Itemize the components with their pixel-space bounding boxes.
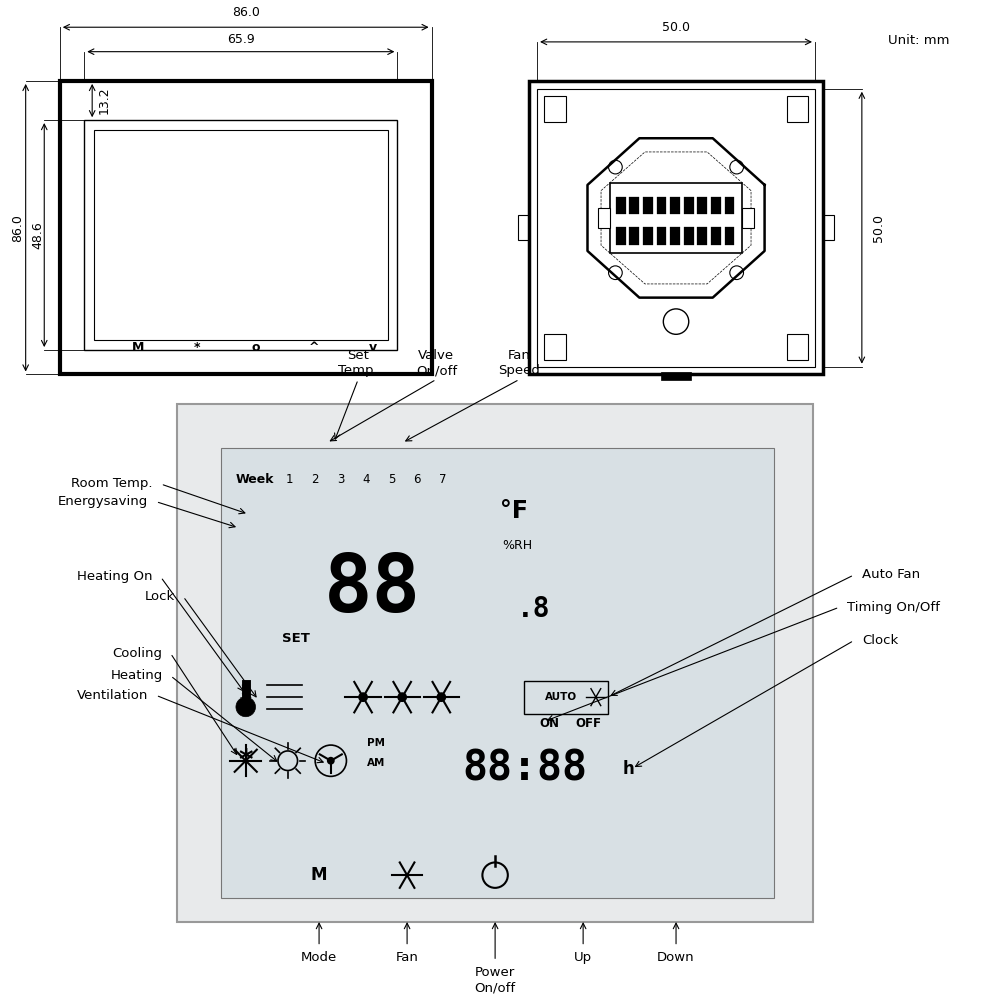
Bar — [537, 89, 815, 367]
Text: Down: Down — [657, 951, 695, 964]
Text: o: o — [251, 341, 260, 354]
Text: °F: °F — [500, 499, 528, 523]
Text: ON: ON — [539, 717, 559, 730]
Text: OFF: OFF — [575, 717, 601, 730]
Text: %RH: %RH — [502, 539, 532, 552]
Bar — [725, 197, 734, 214]
Bar — [684, 197, 694, 214]
Text: PM: PM — [367, 738, 385, 748]
Text: Heating: Heating — [110, 669, 163, 682]
Text: 2: 2 — [311, 473, 319, 486]
Text: Unit: mm: Unit: mm — [888, 34, 950, 47]
Text: 3: 3 — [337, 473, 344, 486]
Text: v: v — [369, 341, 377, 354]
Bar — [697, 197, 707, 214]
Text: 4: 4 — [362, 473, 370, 486]
Bar — [221, 448, 774, 898]
Bar — [684, 227, 694, 245]
Text: 6: 6 — [413, 473, 421, 486]
Text: Up: Up — [574, 951, 592, 964]
Text: *: * — [194, 341, 200, 354]
Text: 50.0: 50.0 — [872, 214, 885, 242]
Bar — [60, 81, 432, 374]
Text: 86.0: 86.0 — [232, 6, 260, 19]
Text: Power
On/off: Power On/off — [475, 966, 516, 994]
Bar — [242, 680, 250, 707]
Bar — [787, 334, 808, 360]
Text: Clock: Clock — [862, 634, 898, 647]
Text: Valve
On/off: Valve On/off — [416, 349, 457, 377]
Text: 88:88: 88:88 — [462, 748, 587, 790]
Text: *: * — [238, 747, 253, 775]
Text: Energysaving: Energysaving — [58, 495, 148, 508]
Text: 65.9: 65.9 — [227, 33, 255, 46]
Text: 48.6: 48.6 — [31, 221, 44, 249]
Bar — [670, 197, 680, 214]
Text: Week: Week — [236, 473, 274, 486]
Bar — [697, 227, 707, 245]
Text: 88: 88 — [324, 551, 421, 629]
Bar — [610, 183, 742, 253]
Text: 86.0: 86.0 — [11, 214, 24, 242]
Bar — [242, 680, 250, 707]
Text: Cooling: Cooling — [113, 647, 163, 660]
Text: ^: ^ — [309, 341, 319, 354]
Bar — [544, 334, 566, 360]
Bar — [657, 227, 666, 245]
Bar — [643, 227, 653, 245]
Bar — [84, 120, 397, 350]
Text: Set
Temp.: Set Temp. — [338, 349, 378, 377]
Text: Fan: Fan — [396, 951, 419, 964]
Text: M: M — [311, 866, 327, 884]
Bar — [643, 197, 653, 214]
Text: Ventilation: Ventilation — [77, 689, 148, 702]
Text: Room Temp.: Room Temp. — [71, 477, 153, 490]
Bar — [518, 215, 529, 240]
Bar — [529, 81, 823, 374]
Text: Fan
Speed: Fan Speed — [499, 349, 540, 377]
Bar — [711, 197, 721, 214]
Bar — [524, 681, 608, 714]
Text: Auto Fan: Auto Fan — [862, 568, 920, 581]
Bar — [544, 96, 566, 122]
Text: ☀: ☀ — [239, 690, 253, 705]
Text: .8: .8 — [517, 595, 550, 623]
Bar — [742, 208, 754, 228]
Text: h: h — [622, 760, 634, 778]
Text: M: M — [132, 341, 144, 354]
Text: SET: SET — [282, 632, 310, 645]
Circle shape — [236, 697, 256, 717]
Circle shape — [327, 757, 335, 765]
Circle shape — [436, 692, 446, 702]
Bar — [711, 227, 721, 245]
Circle shape — [397, 692, 407, 702]
Bar — [616, 197, 626, 214]
Text: 50.0: 50.0 — [662, 21, 690, 34]
Bar — [657, 197, 666, 214]
Text: AM: AM — [367, 758, 385, 768]
Bar — [725, 227, 734, 245]
Bar — [94, 130, 388, 340]
Text: 13.2: 13.2 — [98, 87, 111, 114]
Bar — [616, 227, 626, 245]
Text: AUTO: AUTO — [545, 692, 577, 702]
Bar — [629, 227, 639, 245]
Text: Heating On: Heating On — [77, 570, 153, 583]
Bar — [598, 208, 610, 228]
Bar — [177, 404, 813, 922]
Bar — [787, 96, 808, 122]
Text: 1: 1 — [286, 473, 293, 486]
Text: Mode: Mode — [301, 951, 337, 964]
Bar — [670, 227, 680, 245]
Text: Lock: Lock — [145, 590, 175, 603]
Bar — [661, 372, 691, 380]
Text: 7: 7 — [439, 473, 446, 486]
Bar — [823, 215, 834, 240]
Text: 5: 5 — [388, 473, 395, 486]
Bar — [629, 197, 639, 214]
Text: Timing On/Off: Timing On/Off — [847, 601, 940, 614]
Circle shape — [358, 692, 368, 702]
